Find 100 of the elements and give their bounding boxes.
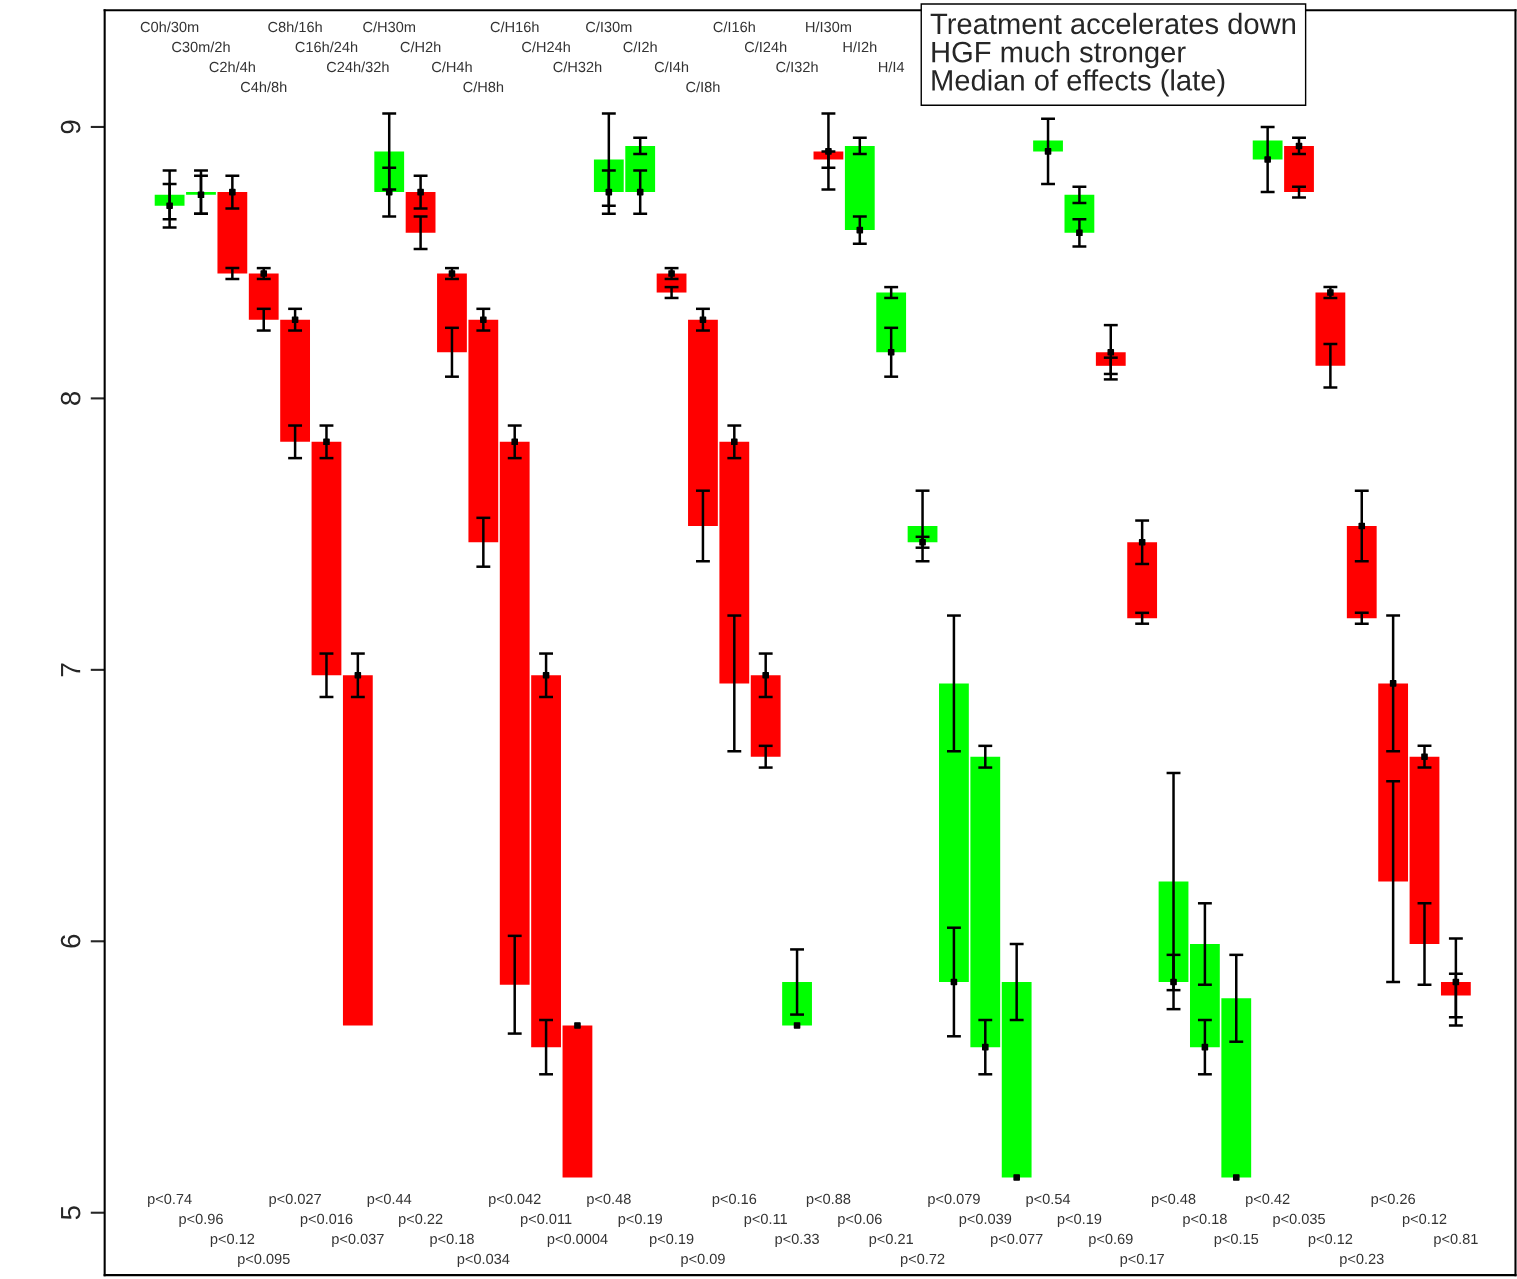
annotation: p<0.027 <box>269 1193 321 1207</box>
annotation: p<0.042 <box>489 1193 541 1207</box>
annotation: p<0.88 <box>806 1193 851 1207</box>
annotation: p<0.095 <box>238 1253 290 1267</box>
annotation: p<0.19 <box>650 1233 694 1247</box>
annotation: p<0.42 <box>1246 1193 1290 1207</box>
point <box>1076 229 1083 237</box>
x-tick-label: C/H2h <box>400 41 441 53</box>
point <box>1170 978 1177 986</box>
bar <box>1346 525 1377 619</box>
annotation: p<0.12 <box>1402 1213 1447 1227</box>
y-tick-label: 5 <box>61 1206 81 1220</box>
point <box>731 438 738 446</box>
annotation: p<0.19 <box>618 1213 663 1227</box>
x-tick-label: C/H30m <box>363 21 415 33</box>
point <box>480 316 487 323</box>
bar <box>1284 145 1314 193</box>
bar <box>844 145 875 231</box>
bar <box>311 441 342 676</box>
x-tick-label: C/I24h <box>744 41 787 53</box>
x-tick-label: C/H32h <box>553 61 602 73</box>
point <box>166 202 173 209</box>
point <box>354 671 362 679</box>
point <box>793 1022 801 1029</box>
annotation: p<0.22 <box>399 1213 443 1227</box>
annotation: p<0.96 <box>179 1213 223 1227</box>
annotation: p<0.69 <box>1089 1233 1133 1247</box>
bar <box>1001 982 1032 1178</box>
y-tick-label: 8 <box>60 391 81 405</box>
bar <box>1409 756 1440 944</box>
point <box>417 188 424 196</box>
annotation: p<0.039 <box>959 1213 1012 1227</box>
point <box>699 316 707 323</box>
x-tick-label: C30m/2h <box>172 41 230 53</box>
annotation: p<0.077 <box>991 1233 1043 1247</box>
annotation: p<0.44 <box>367 1193 412 1207</box>
annotation: p<0.079 <box>928 1193 980 1207</box>
point <box>1107 348 1115 356</box>
annotation: HGF much stronger <box>932 41 1186 69</box>
x-tick-label: C4h/8h <box>240 81 287 93</box>
y-tick-label: 9 <box>60 120 81 134</box>
annotation: p<0.48 <box>587 1193 631 1207</box>
bar <box>342 675 373 1026</box>
annotation: p<0.09 <box>681 1253 725 1267</box>
point <box>229 188 236 196</box>
bar <box>1378 683 1409 882</box>
annotation: p<0.26 <box>1371 1193 1415 1207</box>
bar <box>1127 542 1158 619</box>
annotation: p<0.33 <box>775 1233 819 1247</box>
annotation: p<0.17 <box>1120 1253 1164 1267</box>
annotation: p<0.12 <box>1308 1233 1353 1247</box>
bar <box>217 192 248 274</box>
annotation: p<0.11 <box>744 1213 787 1227</box>
point <box>1421 753 1428 760</box>
point <box>1138 538 1146 546</box>
x-tick-label: C/I2h <box>623 41 657 53</box>
annotation: p<0.21 <box>869 1233 913 1247</box>
annotation: p<0.016 <box>300 1213 353 1227</box>
annotation: p<0.12 <box>210 1233 255 1247</box>
x-tick-label: C/I30m <box>586 21 632 33</box>
bar <box>1440 982 1471 996</box>
annotation: p<0.15 <box>1214 1233 1259 1247</box>
point <box>1264 156 1271 163</box>
bar <box>562 1025 593 1178</box>
point <box>825 148 832 155</box>
annotation: p<0.81 <box>1434 1233 1478 1247</box>
y-tick-label: 7 <box>61 663 81 677</box>
annotation: p<0.035 <box>1273 1213 1325 1227</box>
point <box>1232 1174 1240 1181</box>
x-tick-label: C0h/30m <box>140 21 199 33</box>
annotation: p<0.48 <box>1151 1193 1196 1207</box>
annotation: p<0.0004 <box>547 1233 608 1247</box>
point <box>981 1043 989 1051</box>
point <box>762 671 769 679</box>
point <box>291 316 299 323</box>
point <box>385 188 393 196</box>
point <box>1044 148 1052 155</box>
annotation: p<0.72 <box>900 1253 945 1267</box>
x-tick-label: C/I4h <box>654 61 689 73</box>
x-tick-label: C/H8h <box>463 81 504 93</box>
x-tick-label: C/H24h <box>522 41 570 53</box>
annotation: p<0.18 <box>1183 1213 1227 1227</box>
annotation: p<0.18 <box>430 1233 474 1247</box>
x-tick-label: C/I8h <box>686 81 720 93</box>
x-tick-label: C/H16h <box>490 21 539 33</box>
point <box>887 348 895 356</box>
x-tick-label: H/I4 <box>879 61 905 73</box>
point <box>511 438 519 446</box>
x-tick-label: H/I30m <box>806 21 851 33</box>
y-tick-label: 6 <box>60 934 81 948</box>
annotation: Median of effects (late) <box>932 69 1225 97</box>
point <box>1013 1174 1020 1181</box>
x-tick-label: C16h/24h <box>295 41 358 53</box>
point <box>323 438 330 446</box>
x-tick-label: H/I2h <box>843 41 877 53</box>
annotation: p<0.011 <box>521 1213 572 1227</box>
bar <box>248 273 279 320</box>
point <box>574 1022 581 1029</box>
x-tick-label: C2h/4h <box>209 61 255 73</box>
bar <box>782 982 812 1026</box>
